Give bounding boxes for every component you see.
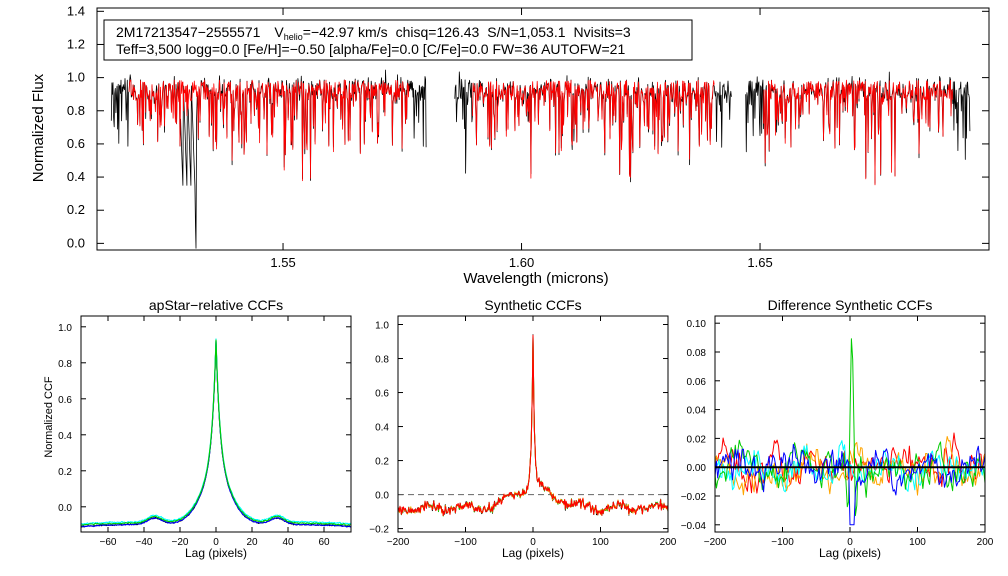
synthetic-ccf-xtick-label: 100 (592, 537, 609, 548)
spectrum-frame (96, 7, 990, 251)
synthetic-ccf-xtick-label: 0 (530, 537, 536, 548)
apstar-ccf-ylabel: Normalized CCF (43, 376, 55, 458)
spectrum-model-line (763, 79, 954, 186)
spectrum-ytick-label: 1.4 (67, 3, 85, 18)
synthetic-ccf-visit-3 (397, 334, 669, 517)
apstar-ccf-xtick-label: 0 (213, 537, 219, 548)
apstar-ccf-xtick-label: 60 (318, 537, 330, 548)
synthetic-ccf-title: Synthetic CCFs (484, 297, 581, 313)
spectrum-panel: 1.55 1.60 1.65 0.0 0.2 0.4 0.6 0.8 1.0 1.2 1.4 (67, 3, 990, 270)
difference-ccf-xlabel: Lag (pixels) (819, 546, 881, 560)
nvisits-value: Nvisits=3 (574, 24, 631, 40)
difference-ccf-xtick-label: 100 (909, 537, 926, 548)
synthetic-ccf-xtick-label: −100 (454, 537, 477, 548)
difference-ccf-panel: −200 −100 0 100 200 −0.04 −0.02 0.00 0.02 0.04 0.0… (681, 315, 994, 548)
spectrum-ytick-label: 1.0 (67, 70, 85, 85)
synthetic-ccf-ytick-label: 0.6 (375, 389, 389, 400)
apstar-ccf-xlabel: Lag (pixels) (185, 546, 247, 560)
apstar-ccf-visit-1 (80, 340, 352, 528)
spectrum-xtick-label: 1.65 (747, 255, 772, 270)
apstar-ccf-title: apStar−relative CCFs (149, 297, 283, 313)
synthetic-ccf-ytick-label: 0.0 (375, 491, 389, 502)
info-line-2: Teff=3,500 logg=0.0 [Fe/H]=−0.50 [alpha/… (116, 41, 625, 57)
difference-ccf-ytick-label: 0.08 (687, 348, 707, 359)
apstar-ccf-visit-2 (80, 338, 352, 525)
vhelio-label: V (274, 24, 284, 40)
synthetic-ccf-ytick-label: 1.0 (375, 321, 389, 332)
synthetic-ccf-xtick-label: −200 (387, 537, 410, 548)
difference-ccf-ytick-label: 0.00 (687, 463, 707, 474)
vhelio-subscript: helio (284, 32, 303, 42)
apstar-ccf-visit-3 (81, 339, 352, 526)
spectrum-model-line (128, 79, 410, 182)
difference-ccf-visit-c (714, 440, 986, 493)
apstar-ccf-xtick-label: 20 (246, 537, 258, 548)
synthetic-ccf-xtick-label: 200 (660, 537, 677, 548)
synthetic-ccf-xlabel: Lag (pixels) (502, 546, 564, 560)
synthetic-ccf-ytick-label: −0.2 (369, 525, 389, 536)
synthetic-ccf-ytick-label: 0.8 (375, 355, 389, 366)
difference-ccf-visit-e (714, 443, 986, 526)
apstar-ccf-ytick-label: 0.6 (58, 395, 72, 406)
apstar-ccf-ytick-label: 0.4 (58, 431, 72, 442)
difference-ccf-ytick-label: 0.06 (687, 377, 707, 388)
difference-ccf-ytick-label: −0.02 (681, 492, 707, 503)
apstar-ccf-ytick-label: 1.0 (58, 323, 72, 334)
difference-ccf-title: Difference Synthetic CCFs (768, 297, 933, 313)
chisq-value: chisq=126.43 (396, 24, 480, 40)
spectrum-ytick-label: 0.0 (67, 235, 85, 250)
spectrum-xlabel: Wavelength (microns) (463, 270, 608, 287)
spectrum-ytick-label: 1.2 (67, 36, 85, 51)
spectrum-model-line (472, 79, 715, 179)
difference-ccf-xtick-label: −200 (704, 537, 727, 548)
difference-ccf-ytick-label: 0.10 (687, 319, 707, 330)
apstar-ccf-combined (80, 340, 352, 528)
synthetic-ccf-panel: −200 −100 0 100 200 −0.2 0.0 0.2 0.4 0.6 0.8 1.0 (369, 315, 677, 548)
spectrum-ylabel: Normalized Flux (30, 73, 47, 182)
apstar-ccf-xtick-label: −40 (136, 537, 153, 548)
star-id: 2M17213547−2555571 (116, 24, 261, 40)
synthetic-ccf-ytick-label: 0.4 (375, 423, 389, 434)
spectrum-xtick-label: 1.60 (509, 255, 534, 270)
difference-ccf-xtick-label: 0 (847, 537, 853, 548)
snr-value: S/N=1,053.1 (487, 24, 565, 40)
apstar-ccf-ytick-label: 0.2 (58, 467, 72, 478)
spectrum-ytick-label: 0.2 (67, 202, 85, 217)
info-box (103, 19, 693, 61)
difference-ccf-ytick-label: −0.04 (681, 521, 707, 532)
apstar-ccf-xtick-label: −60 (100, 537, 117, 548)
spectrum-xtick-label: 1.55 (270, 255, 295, 270)
synthetic-ccf-frame (397, 315, 669, 533)
difference-ccf-xtick-label: −100 (771, 537, 794, 548)
spectrum-ytick-label: 0.8 (67, 103, 85, 118)
apstar-ccf-ytick-label: 0.8 (58, 359, 72, 370)
info-line-1: 2M17213547−2555571 Vhelio=−42.97 km/s chis… (116, 24, 631, 42)
apstar-ccf-xtick-label: −20 (172, 537, 189, 548)
apstar-ccf-panel: −60 −40 −20 0 20 40 60 0.0 0.2 0.4 0.6 0.8 1.0 (58, 315, 352, 548)
difference-ccf-ytick-label: 0.04 (687, 406, 707, 417)
vhelio-value: =−42.97 km/s (303, 24, 388, 40)
apstar-ccf-ytick-label: 0.0 (58, 503, 72, 514)
difference-ccf-xtick-label: 200 (977, 537, 994, 548)
difference-ccf-frame (714, 315, 986, 533)
synthetic-ccf-ytick-label: 0.2 (375, 457, 389, 468)
difference-ccf-ytick-label: 0.02 (687, 434, 707, 445)
spectrum-ytick-label: 0.6 (67, 136, 85, 151)
apstar-ccf-xtick-label: 40 (282, 537, 294, 548)
spectrum-ytick-label: 0.4 (67, 169, 85, 184)
difference-ccf-visit-d (714, 338, 986, 517)
apstar-ccf-frame (80, 315, 352, 533)
difference-ccf-visit-b (714, 436, 986, 496)
